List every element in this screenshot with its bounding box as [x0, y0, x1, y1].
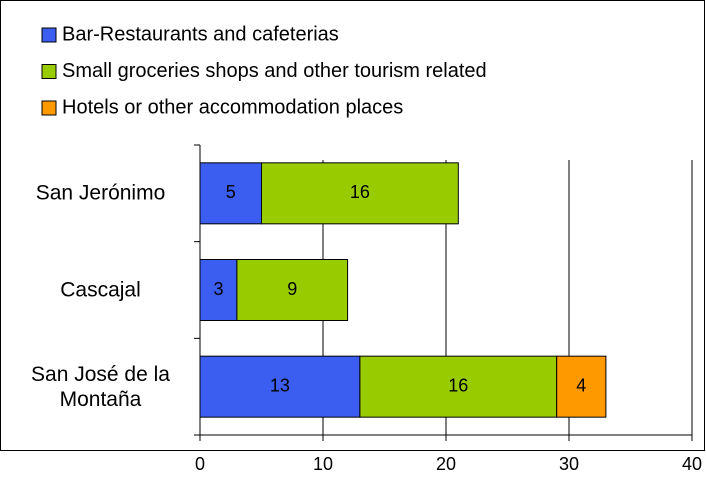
- x-tick-label: 30: [559, 454, 579, 474]
- bar-segment: [236, 259, 349, 321]
- x-tick-label: 40: [682, 454, 702, 474]
- x-tick-label: 0: [195, 454, 205, 474]
- chart-frame: [0, 0, 705, 451]
- data-label: 16: [448, 375, 468, 395]
- data-label: 9: [287, 279, 297, 299]
- legend-swatch: [41, 27, 57, 43]
- y-tick-label: San José de la Montaña: [31, 362, 170, 411]
- bar-segment: [261, 162, 459, 225]
- bar-segment: [199, 259, 238, 321]
- legend-swatch: [41, 100, 57, 116]
- bar-segment: [199, 355, 361, 418]
- bar-segment: [359, 355, 558, 418]
- y-tick-label: San Jerónimo: [35, 181, 166, 205]
- legend-swatch: [41, 64, 57, 79]
- bar-segment: [556, 355, 607, 418]
- data-label: 4: [576, 375, 586, 395]
- y-tick-label: Cascajal: [60, 278, 141, 302]
- x-tick-label: 20: [436, 454, 456, 474]
- data-label: 13: [270, 375, 290, 395]
- legend-label: Bar-Restaurants and cafeterias: [62, 23, 339, 45]
- x-tick-label: 10: [313, 454, 333, 474]
- data-label: 3: [213, 279, 223, 299]
- data-label: 5: [226, 182, 236, 202]
- data-label: 16: [350, 182, 370, 202]
- legend-label: Small groceries shops and other tourism …: [62, 60, 487, 82]
- legend-label: Hotels or other accommodation places: [62, 96, 403, 118]
